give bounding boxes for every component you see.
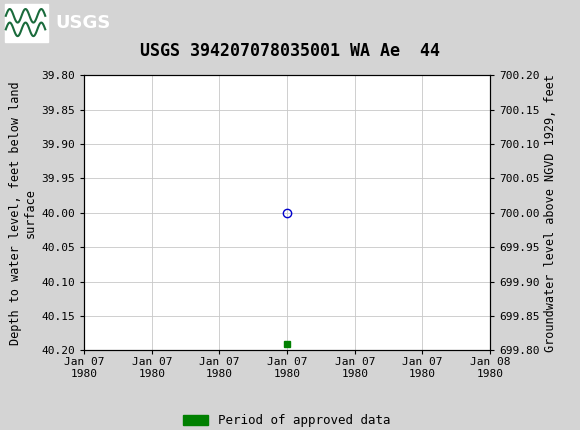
Text: USGS 394207078035001 WA Ae  44: USGS 394207078035001 WA Ae 44 (140, 42, 440, 60)
Y-axis label: Depth to water level, feet below land
surface: Depth to water level, feet below land su… (9, 81, 37, 345)
Text: USGS: USGS (55, 14, 110, 31)
Y-axis label: Groundwater level above NGVD 1929, feet: Groundwater level above NGVD 1929, feet (544, 74, 557, 352)
Legend: Period of approved data: Period of approved data (179, 409, 396, 430)
Bar (5, 3, 48, 42)
